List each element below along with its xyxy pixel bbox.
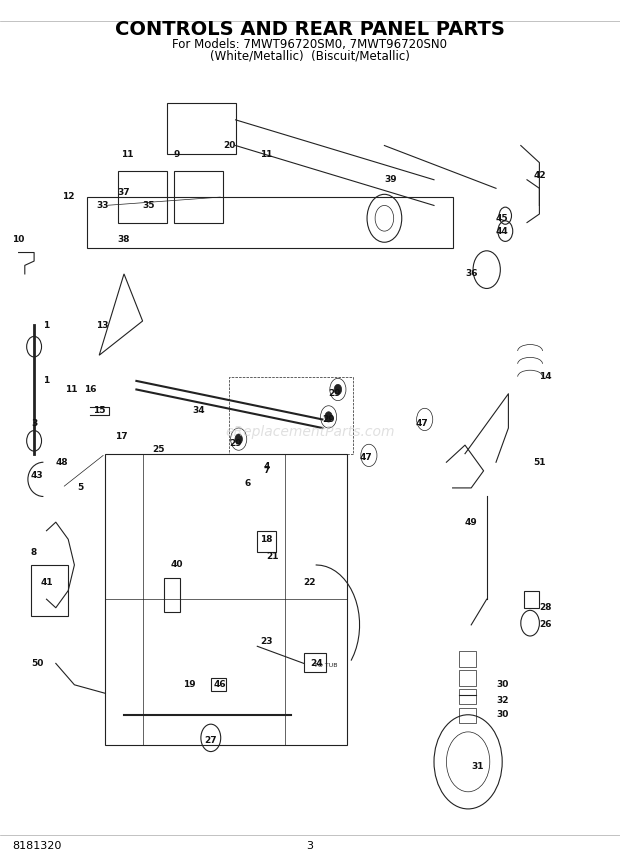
Text: 34: 34 [192,407,205,415]
Bar [459,689,476,704]
Text: 26: 26 [539,621,552,629]
Circle shape [235,434,242,444]
Bar [459,708,476,723]
Bar [164,578,180,612]
Text: 44: 44 [496,227,508,235]
Bar [524,591,539,608]
Text: 51: 51 [533,458,546,467]
Text: 38: 38 [118,235,130,244]
Text: 11: 11 [121,150,133,158]
Text: 18: 18 [260,535,273,544]
Text: 11: 11 [260,150,273,158]
Text: 5: 5 [78,484,84,492]
Text: 36: 36 [465,270,477,278]
Text: 50: 50 [31,659,43,668]
Text: 32: 32 [496,696,508,704]
Bar [257,531,276,552]
Text: 49: 49 [465,518,477,526]
Text: eReplacementParts.com: eReplacementParts.com [225,425,395,439]
Text: 31: 31 [471,762,484,770]
Text: 8181320: 8181320 [12,841,62,851]
Text: 13: 13 [96,321,108,330]
Text: 29: 29 [329,389,341,398]
Text: For Models: 7MWT96720SM0, 7MWT96720SN0: For Models: 7MWT96720SM0, 7MWT96720SN0 [172,38,448,51]
Text: 37: 37 [118,188,130,197]
Text: 7: 7 [264,467,270,475]
Text: 25: 25 [152,445,164,454]
Text: 43: 43 [31,471,43,479]
Text: 39: 39 [384,175,397,184]
Text: 15: 15 [93,407,105,415]
Text: 3: 3 [31,419,37,428]
Text: 21: 21 [267,552,279,561]
Text: 48: 48 [56,458,68,467]
Bar [211,678,226,691]
Text: 4: 4 [264,462,270,471]
Text: 29: 29 [322,415,335,424]
Text: 6: 6 [245,479,251,488]
Text: 47: 47 [360,454,372,462]
Text: 9: 9 [174,150,180,158]
Text: 42: 42 [533,171,546,180]
Text: 35: 35 [143,201,155,210]
Text: 1: 1 [43,377,50,385]
Text: 40: 40 [170,561,183,569]
Text: 29: 29 [229,439,242,448]
Text: 47: 47 [415,419,428,428]
Text: 41: 41 [40,578,53,586]
Bar [459,670,476,686]
Circle shape [325,412,332,422]
Text: 23: 23 [260,638,273,646]
Text: 16: 16 [84,385,96,394]
Text: 22: 22 [304,578,316,586]
Text: 27: 27 [205,736,217,745]
Text: 46: 46 [214,681,226,689]
Text: 17: 17 [115,432,127,441]
Text: 33: 33 [96,201,108,210]
Circle shape [334,384,342,395]
Text: 10: 10 [12,235,25,244]
Text: 14: 14 [539,372,552,381]
Text: 45: 45 [496,214,508,223]
Bar [459,651,476,667]
Bar [304,653,326,672]
Text: 1: 1 [43,321,50,330]
Text: 30: 30 [496,681,508,689]
Text: 24: 24 [310,659,322,668]
Text: 30: 30 [496,710,508,719]
Text: CONTROLS AND REAR PANEL PARTS: CONTROLS AND REAR PANEL PARTS [115,21,505,39]
Text: (White/Metallic)  (Biscuit/Metallic): (White/Metallic) (Biscuit/Metallic) [210,50,410,63]
Text: 12: 12 [62,193,74,201]
Text: 3: 3 [306,841,314,851]
Text: 8: 8 [31,548,37,556]
Text: TO TUB: TO TUB [314,663,337,669]
Text: 11: 11 [65,385,78,394]
Text: 19: 19 [183,681,195,689]
Text: 28: 28 [539,603,552,612]
Text: 20: 20 [223,141,236,150]
